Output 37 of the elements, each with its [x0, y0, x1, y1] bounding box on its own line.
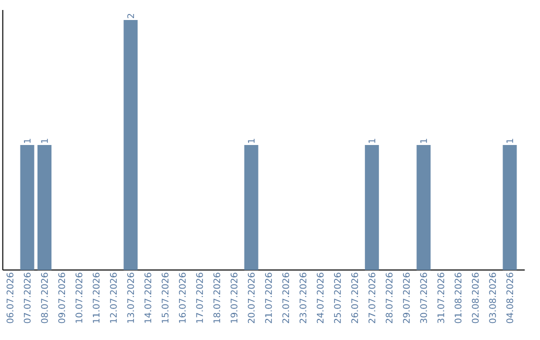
- x-tick-label: 04.08.2026: [506, 272, 514, 324]
- x-tick-label: 29.07.2026: [402, 272, 410, 324]
- x-tick-label: 09.07.2026: [58, 272, 66, 324]
- x-tick-label: 22.07.2026: [282, 272, 290, 324]
- x-tick-label: 01.08.2026: [454, 272, 462, 324]
- data-label: 1: [248, 138, 255, 143]
- x-tick-label: 17.07.2026: [196, 272, 203, 323]
- x-tick-label: 12.07.2026: [110, 272, 117, 323]
- x-tick-label: 07.07.2026: [24, 272, 31, 324]
- x-tick-label: 06.07.2026: [6, 272, 14, 324]
- x-tick-label: 21.07.2026: [265, 272, 272, 324]
- x-tick-label: 10.07.2026: [76, 272, 82, 323]
- x-tick-label: 18.07.2026: [213, 272, 220, 323]
- x-tick-label: 08.07.2026: [41, 272, 48, 324]
- x-tick-label: 24.07.2026: [316, 272, 324, 324]
- data-label: 2: [127, 14, 134, 18]
- x-tick-label: 30.07.2026: [420, 272, 428, 324]
- x-tick-label: 14.07.2026: [144, 272, 152, 323]
- x-tick-label: 23.07.2026: [300, 272, 306, 324]
- data-label: 1: [420, 138, 427, 143]
- data-label: 1: [24, 138, 31, 143]
- x-tick-label: 11.07.2026: [92, 272, 100, 323]
- x-tick-label: 31.07.2026: [437, 272, 444, 324]
- x-tick-label: 03.08.2026: [489, 272, 496, 324]
- x-tick-label: 27.07.2026: [368, 272, 376, 324]
- x-tick-label: 28.07.2026: [386, 272, 393, 324]
- x-tick-label: 20.07.2026: [248, 272, 255, 324]
- x-tick-label: 16.07.2026: [178, 272, 186, 323]
- x-tick-label: 19.07.2026: [230, 272, 238, 323]
- data-label: 1: [41, 138, 48, 143]
- x-tick-label: 02.08.2026: [472, 272, 479, 324]
- x-tick-label: 15.07.2026: [162, 272, 169, 323]
- x-tick-label: 25.07.2026: [334, 272, 341, 324]
- data-label: 1: [368, 138, 376, 143]
- x-tick-label: 13.07.2026: [127, 272, 134, 323]
- data-label: 1: [506, 138, 514, 143]
- x-tick-label: 26.07.2026: [351, 272, 358, 324]
